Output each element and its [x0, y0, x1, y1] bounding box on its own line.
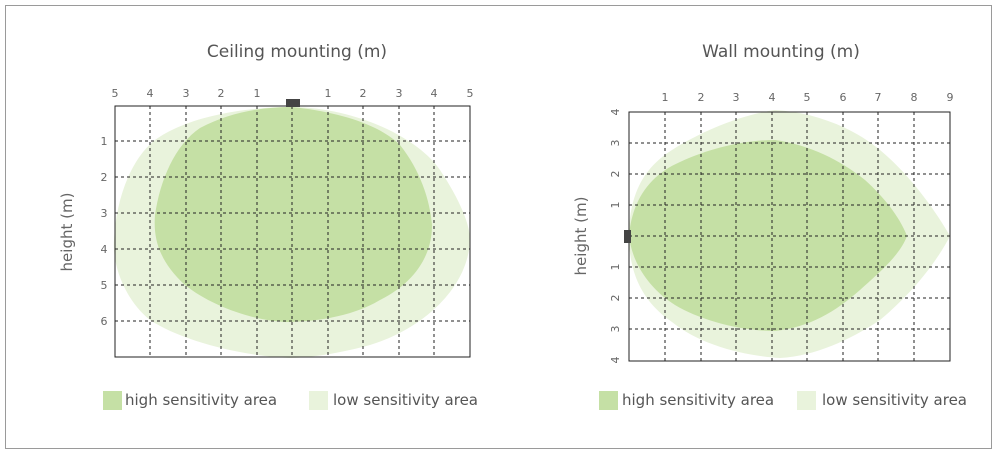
wall-x-tick: 2 [698, 91, 705, 104]
wall-sensor-icon [624, 230, 631, 243]
ceiling-high-sensitivity-area [154, 107, 432, 322]
wall-legend-high-swatch [599, 391, 618, 410]
wall-x-tick: 3 [733, 91, 740, 104]
ceiling-y-tick: 5 [101, 279, 108, 292]
wall-x-ticks: 1 2 3 4 5 6 7 8 9 [662, 91, 954, 104]
ceiling-y-ticks: 1 2 3 4 5 6 [101, 135, 108, 328]
ceiling-title: Ceiling mounting (m) [207, 42, 387, 62]
ceiling-legend-low-label: low sensitivity area [333, 391, 478, 409]
wall-x-tick: 6 [840, 91, 847, 104]
wall-legend-high-label: high sensitivity area [622, 391, 774, 409]
wall-y-tick: 3 [609, 140, 622, 147]
wall-title: Wall mounting (m) [702, 42, 860, 62]
ceiling-legend-high-label: high sensitivity area [125, 391, 277, 409]
wall-mounting-panel: Wall mounting (m) 1 [572, 42, 967, 410]
wall-y-tick: 4 [609, 357, 622, 364]
ceiling-sensor-icon [286, 99, 300, 107]
ceiling-y-axis-label: height (m) [58, 193, 76, 272]
wall-x-tick: 7 [875, 91, 882, 104]
wall-y-tick: 2 [609, 171, 622, 178]
ceiling-y-tick: 6 [101, 315, 108, 328]
wall-x-tick: 9 [947, 91, 954, 104]
wall-legend: high sensitivity area low sensitivity ar… [599, 391, 967, 410]
ceiling-x-tick: 3 [183, 87, 190, 100]
ceiling-grid [115, 106, 470, 357]
ceiling-y-tick: 1 [101, 135, 108, 148]
wall-legend-low-label: low sensitivity area [822, 391, 967, 409]
wall-y-tick: 3 [609, 326, 622, 333]
ceiling-x-tick: 3 [396, 87, 403, 100]
ceiling-mounting-panel: Ceiling mounting (m) 5 [58, 42, 478, 410]
ceiling-y-tick: 3 [101, 207, 108, 220]
ceiling-y-tick: 2 [101, 171, 108, 184]
ceiling-x-tick: 4 [147, 87, 154, 100]
ceiling-x-tick: 5 [112, 87, 119, 100]
wall-x-tick: 5 [804, 91, 811, 104]
ceiling-legend-high-swatch [103, 391, 122, 410]
wall-y-tick: 2 [609, 295, 622, 302]
ceiling-y-tick: 4 [101, 243, 108, 256]
ceiling-x-tick: 1 [254, 87, 261, 100]
wall-x-tick: 1 [662, 91, 669, 104]
wall-y-tick: 1 [609, 202, 622, 209]
ceiling-x-tick: 4 [431, 87, 438, 100]
ceiling-x-ticks: 5 4 3 2 1 1 2 3 4 5 [112, 87, 474, 100]
wall-y-ticks: 4 3 2 1 1 2 3 4 [609, 109, 622, 364]
ceiling-x-tick: 2 [218, 87, 225, 100]
wall-y-axis-label: height (m) [572, 197, 590, 276]
wall-y-tick: 1 [609, 264, 622, 271]
ceiling-legend-low-swatch [309, 391, 328, 410]
ceiling-x-tick: 1 [325, 87, 332, 100]
wall-x-tick: 8 [911, 91, 918, 104]
wall-y-tick: 4 [609, 109, 622, 116]
wall-x-tick: 4 [769, 91, 776, 104]
ceiling-x-tick: 2 [360, 87, 367, 100]
ceiling-legend: high sensitivity area low sensitivity ar… [103, 391, 478, 410]
ceiling-x-tick: 5 [467, 87, 474, 100]
wall-legend-low-swatch [797, 391, 816, 410]
